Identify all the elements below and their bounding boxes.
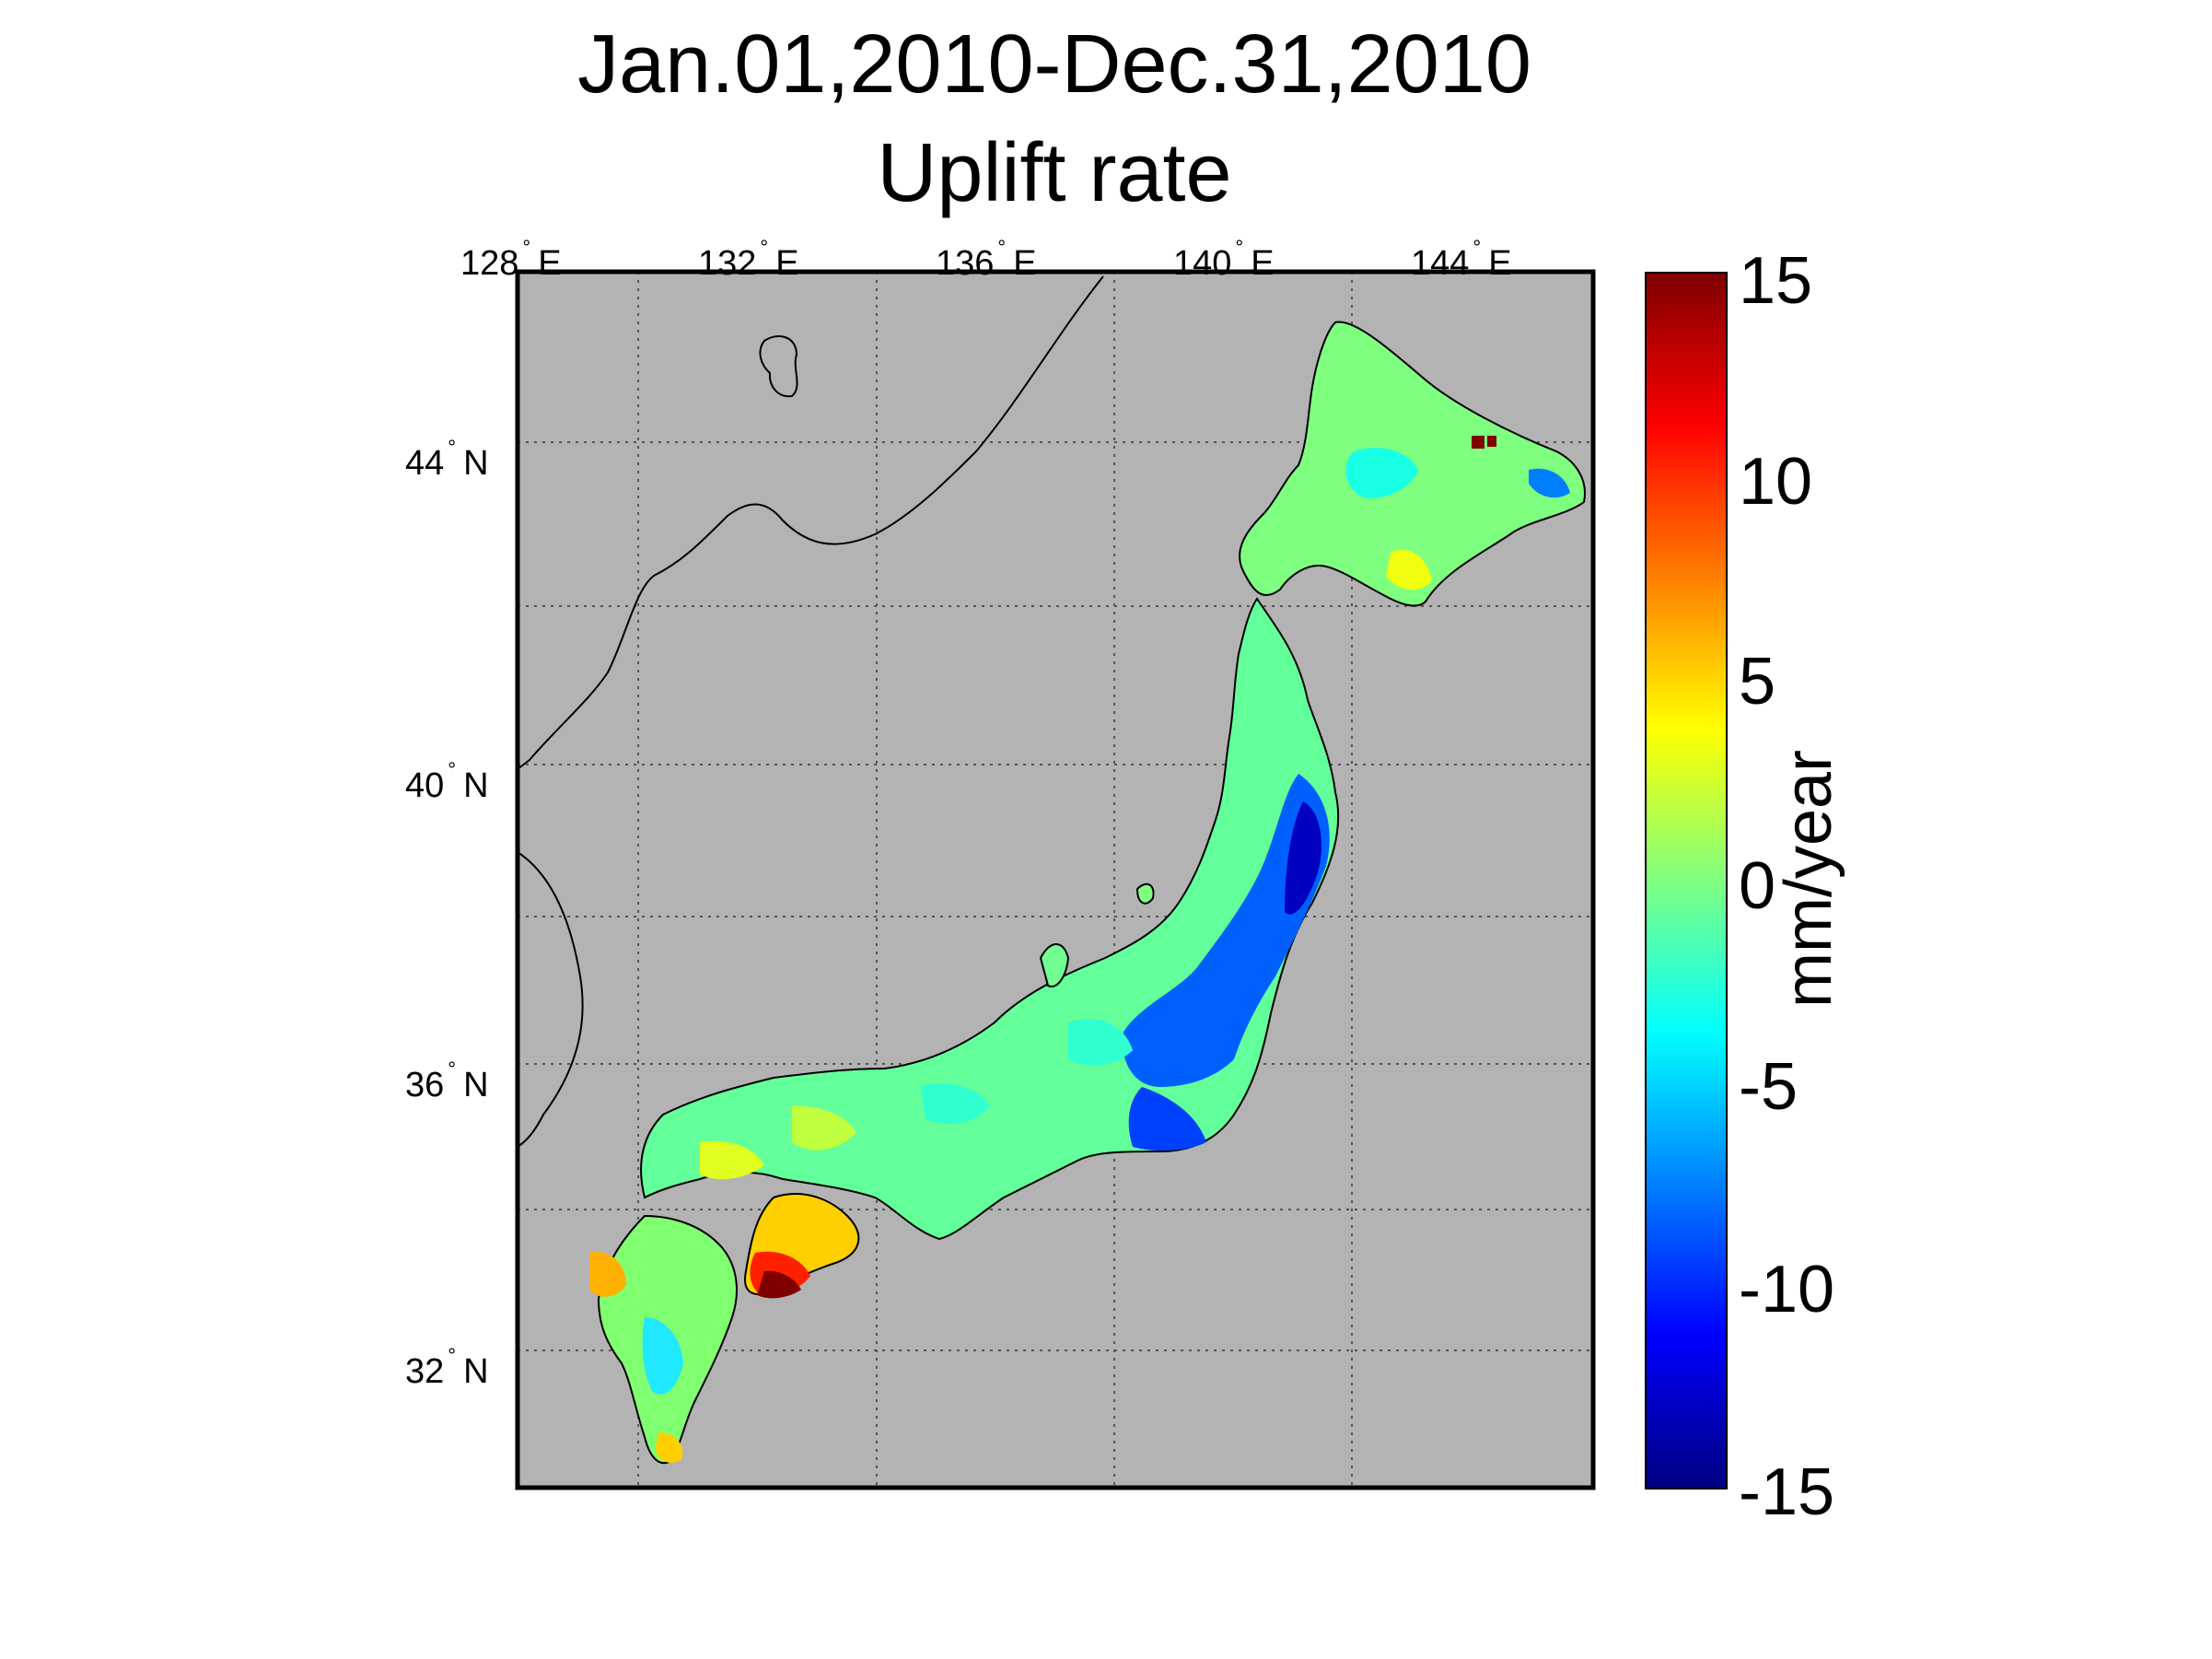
sado-island [1135,882,1155,905]
colorbar-tick-0: 0 [1739,849,1776,923]
colorbar-tick-5: 5 [1739,645,1776,719]
honshu-uplift [640,597,1340,1241]
colorbar-tick-15: 15 [1739,244,1813,318]
noto-peninsula [1039,943,1070,987]
asia-coastline [517,275,1104,770]
lat-tick-44: 44 ° N [405,436,489,483]
colorbar-unit-label: mm/year [1772,749,1845,1009]
map-title-variable: Uplift rate [877,127,1232,219]
shikoku-uplift [744,1193,860,1299]
hokkaido-uplift [1239,321,1586,607]
lon-tick-136: 136 ° E [936,236,1037,283]
kyushu-uplift [589,1214,738,1465]
korea-coastline [517,851,584,1148]
lat-tick-36: 36 ° N [405,1057,489,1104]
lat-tick-32: 32 ° N [405,1344,489,1391]
lon-tick-140: 140 ° E [1173,236,1275,283]
lon-tick-128: 128 ° E [460,236,562,283]
lat-tick-40: 40 ° N [405,758,489,805]
lon-tick-132: 132 ° E [698,236,799,283]
colorbar-tick-10: 10 [1739,445,1813,519]
colorbar-tick-neg10: -10 [1739,1253,1835,1326]
colorbar-tick-neg5: -5 [1739,1050,1799,1124]
sakhalin-coastline [759,335,798,398]
colorbar [1645,272,1728,1490]
lon-tick-144: 144 ° E [1411,236,1512,283]
map-title-dates: Jan.01,2010-Dec.31,2010 [577,18,1531,111]
colorbar-tick-neg15: -15 [1739,1455,1835,1529]
map-frame [515,269,1596,1490]
